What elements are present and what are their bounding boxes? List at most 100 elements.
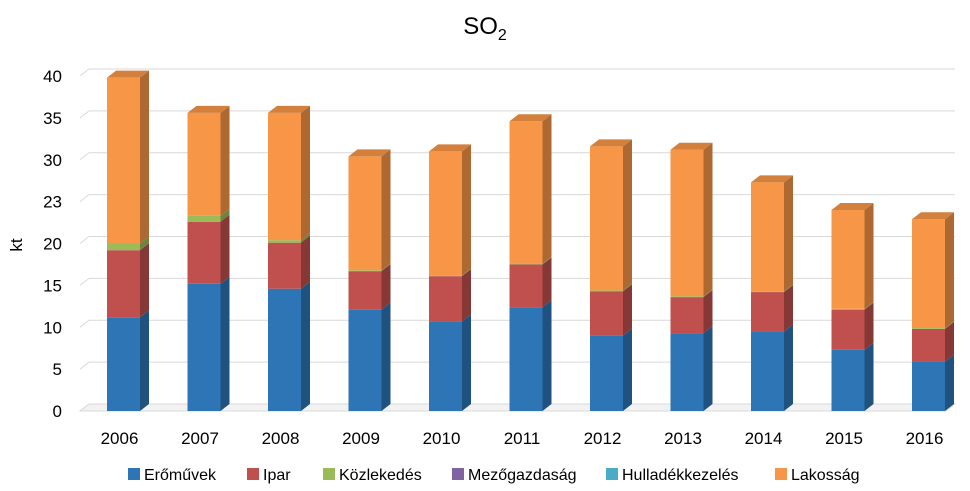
bar-segment <box>348 149 391 271</box>
bar-top <box>831 203 874 210</box>
bar-side <box>220 105 230 216</box>
bar-side <box>945 212 954 329</box>
y-tick-label: 5 <box>53 360 62 379</box>
bar-front <box>509 307 543 411</box>
bar-stack-2006 <box>107 70 149 411</box>
x-tick-label: 2009 <box>342 429 380 448</box>
bar-side <box>784 324 793 411</box>
bar-segment <box>268 281 310 411</box>
bar-side <box>703 326 713 411</box>
x-tick-label: 2015 <box>825 429 863 448</box>
bar-front <box>912 328 945 362</box>
bar-stack-2007 <box>187 105 230 411</box>
bar-side <box>381 149 391 271</box>
bar-side <box>703 289 713 298</box>
bar-front <box>187 221 221 284</box>
bar-segment <box>590 283 632 292</box>
legend-label: Mezőgazdaság <box>468 467 577 484</box>
bar-front <box>590 146 623 291</box>
bar-side <box>945 321 954 329</box>
bar-front <box>912 328 945 329</box>
bar-side <box>220 208 230 222</box>
bar-segment <box>107 70 149 244</box>
legend-label: Közlekedés <box>339 467 422 484</box>
bar-segment <box>590 284 632 336</box>
legend-swatch <box>775 468 787 480</box>
legend-item: Hulladékkezelés <box>606 467 739 484</box>
bar-front <box>831 309 865 350</box>
bar-side <box>140 310 149 411</box>
bar-front <box>187 112 221 216</box>
bar-top <box>670 142 713 150</box>
bar-side <box>140 236 149 251</box>
legend-swatch <box>128 468 140 480</box>
bar-segment <box>348 302 391 411</box>
bar-side <box>945 321 954 362</box>
x-tick-label: 2010 <box>423 429 461 448</box>
bar-front <box>670 333 704 411</box>
bar-front <box>187 215 221 222</box>
bar-segment <box>107 310 149 411</box>
bar-front <box>429 151 462 276</box>
bar-front <box>670 149 704 297</box>
bar-side <box>542 257 552 308</box>
bar-segment <box>187 105 230 216</box>
bar-top <box>187 105 230 113</box>
bar-side <box>381 264 391 310</box>
bar-front <box>348 156 382 271</box>
legend-item: Közlekedés <box>323 467 422 484</box>
bar-segment <box>429 144 471 276</box>
bar-front <box>268 288 301 411</box>
bar-segment <box>268 235 310 289</box>
bar-front <box>107 77 140 244</box>
bar-side <box>623 328 632 411</box>
y-tick-label: 10 <box>43 318 62 337</box>
bar-front <box>751 331 784 411</box>
bar-stack-2015 <box>831 203 874 411</box>
bar-segment <box>107 236 149 251</box>
bar-side <box>220 214 230 284</box>
gridline-side <box>79 68 90 77</box>
bar-side <box>381 263 391 272</box>
legend-item: Erőművek <box>128 467 217 484</box>
bar-front <box>912 219 945 329</box>
gridline-side <box>79 194 90 203</box>
chart-title: SO2 <box>463 13 507 44</box>
bar-side <box>623 283 632 292</box>
y-tick-label: 30 <box>43 151 62 170</box>
bar-side <box>542 300 552 411</box>
gridline-side <box>79 110 90 119</box>
bar-segment <box>187 214 230 284</box>
y-tick-label: 35 <box>43 109 62 128</box>
bar-front <box>187 283 221 411</box>
bar-side <box>623 284 632 336</box>
y-tick-label: 0 <box>53 402 62 421</box>
bar-top <box>509 114 552 122</box>
bar-segment <box>429 314 471 411</box>
bar-front <box>107 250 140 318</box>
bar-front <box>590 335 623 411</box>
title-subscript: 2 <box>498 27 507 44</box>
bar-segment <box>912 321 954 362</box>
legend-item: Mezőgazdaság <box>452 467 577 484</box>
bar-front <box>429 276 462 322</box>
bar-top <box>912 212 954 220</box>
bar-segment <box>187 276 230 411</box>
bar-front <box>509 263 543 265</box>
bar-front <box>348 271 382 310</box>
bar-side <box>301 281 310 411</box>
bar-side <box>381 302 391 411</box>
bar-top <box>107 70 149 78</box>
bar-segment <box>831 203 874 309</box>
gridline-side <box>79 152 90 161</box>
y-tick-label: 20 <box>43 235 62 254</box>
bar-side <box>140 70 149 244</box>
bar-segment <box>670 290 713 334</box>
bar-stack-2013 <box>670 142 713 411</box>
bar-segment <box>912 212 954 329</box>
x-tick-label: 2006 <box>101 429 139 448</box>
bar-front <box>268 242 301 289</box>
bar-side <box>301 105 310 241</box>
bar-side <box>945 354 954 411</box>
